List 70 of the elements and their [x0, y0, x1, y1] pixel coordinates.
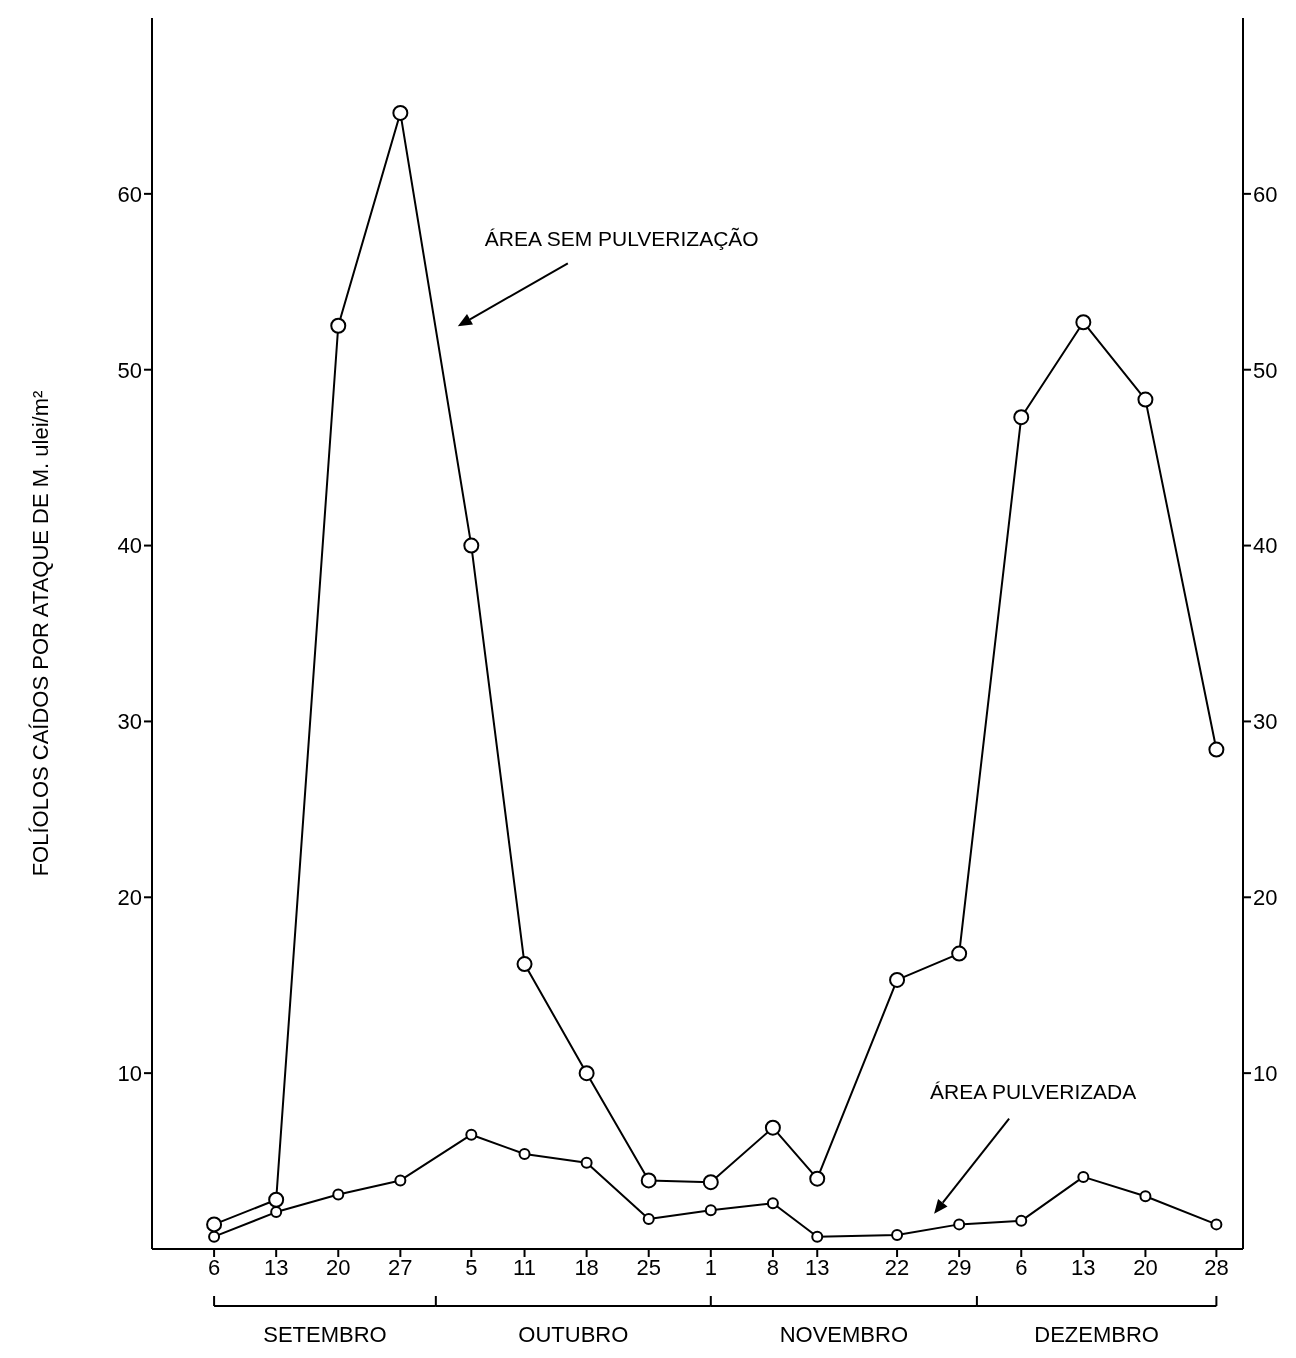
- text: DEZEMBRO: [1034, 1322, 1159, 1347]
- point: [1015, 1214, 1028, 1227]
- point: [518, 1148, 531, 1161]
- x-tick-label: 13: [263, 1254, 289, 1280]
- point: [702, 1174, 719, 1191]
- text: ÁREA SEM PULVERIZAÇÃO: [484, 227, 759, 251]
- y-tick-label: 60: [117, 181, 142, 207]
- point: [809, 1170, 826, 1187]
- point: [392, 104, 409, 121]
- x-tick-label: 6: [207, 1254, 221, 1280]
- point: [208, 1230, 221, 1243]
- point: [463, 537, 480, 554]
- y2-tick-label: 30: [1253, 709, 1278, 735]
- y2-tick-label: 50: [1253, 357, 1278, 383]
- x-tick-label: 27: [388, 1254, 413, 1280]
- point: [394, 1174, 407, 1187]
- point: [1137, 391, 1154, 408]
- x-tick-label: 29: [946, 1254, 972, 1280]
- y-tick-label: 40: [117, 533, 142, 559]
- point: [270, 1206, 283, 1219]
- y-axis-title: FOLÍOLOS CAÍDOS POR ATAQUE DE M. ulei/m²: [28, 390, 53, 877]
- text: NOVEMBRO: [779, 1322, 909, 1347]
- x-tick-label: 13: [1071, 1254, 1096, 1280]
- y-tick-label: 50: [117, 357, 142, 383]
- y2-tick-label: 20: [1253, 885, 1278, 911]
- point: [465, 1128, 478, 1141]
- x-tick-label: 5: [465, 1254, 478, 1280]
- x-tick-label: 18: [574, 1254, 599, 1280]
- point: [764, 1119, 781, 1136]
- x-tick-label: 8: [766, 1254, 780, 1280]
- y2-tick-label: 60: [1253, 181, 1278, 207]
- x-tick-label: 13: [805, 1254, 830, 1280]
- point: [953, 1218, 966, 1231]
- point: [1013, 409, 1030, 426]
- point: [268, 1191, 285, 1208]
- point: [642, 1213, 655, 1226]
- point: [704, 1204, 717, 1217]
- y-tick-label: 30: [117, 709, 142, 735]
- y2-tick-label: 10: [1253, 1060, 1278, 1086]
- x-tick-label: 22: [884, 1254, 910, 1280]
- x-tick-label: 20: [326, 1254, 351, 1280]
- point: [1075, 314, 1092, 331]
- point: [580, 1156, 593, 1169]
- point: [330, 317, 347, 334]
- x-tick-label: 1: [704, 1254, 717, 1280]
- x-tick-label: 25: [636, 1254, 661, 1280]
- text: SETEMBRO: [263, 1322, 387, 1347]
- y-tick-label: 20: [117, 885, 142, 911]
- x-tick-label: 6: [1015, 1254, 1028, 1280]
- y2-tick-label: 40: [1253, 533, 1278, 559]
- point: [1210, 1218, 1223, 1231]
- point: [766, 1197, 779, 1210]
- x-tick-label: 11: [513, 1254, 536, 1280]
- text: ÁREA PULVERIZADA: [930, 1079, 1137, 1103]
- point: [951, 945, 968, 962]
- point: [891, 1228, 904, 1241]
- point: [1139, 1190, 1152, 1203]
- point: [811, 1230, 824, 1243]
- point: [578, 1065, 595, 1082]
- point: [640, 1172, 657, 1189]
- point: [889, 971, 906, 988]
- point: [1208, 741, 1225, 758]
- point: [1077, 1170, 1090, 1183]
- x-tick-label: 28: [1204, 1254, 1229, 1280]
- text: OUTUBRO: [518, 1322, 629, 1347]
- point: [206, 1216, 223, 1233]
- point: [516, 956, 533, 973]
- x-tick-label: 20: [1133, 1254, 1158, 1280]
- point: [332, 1188, 345, 1201]
- y-tick-label: 10: [117, 1060, 142, 1086]
